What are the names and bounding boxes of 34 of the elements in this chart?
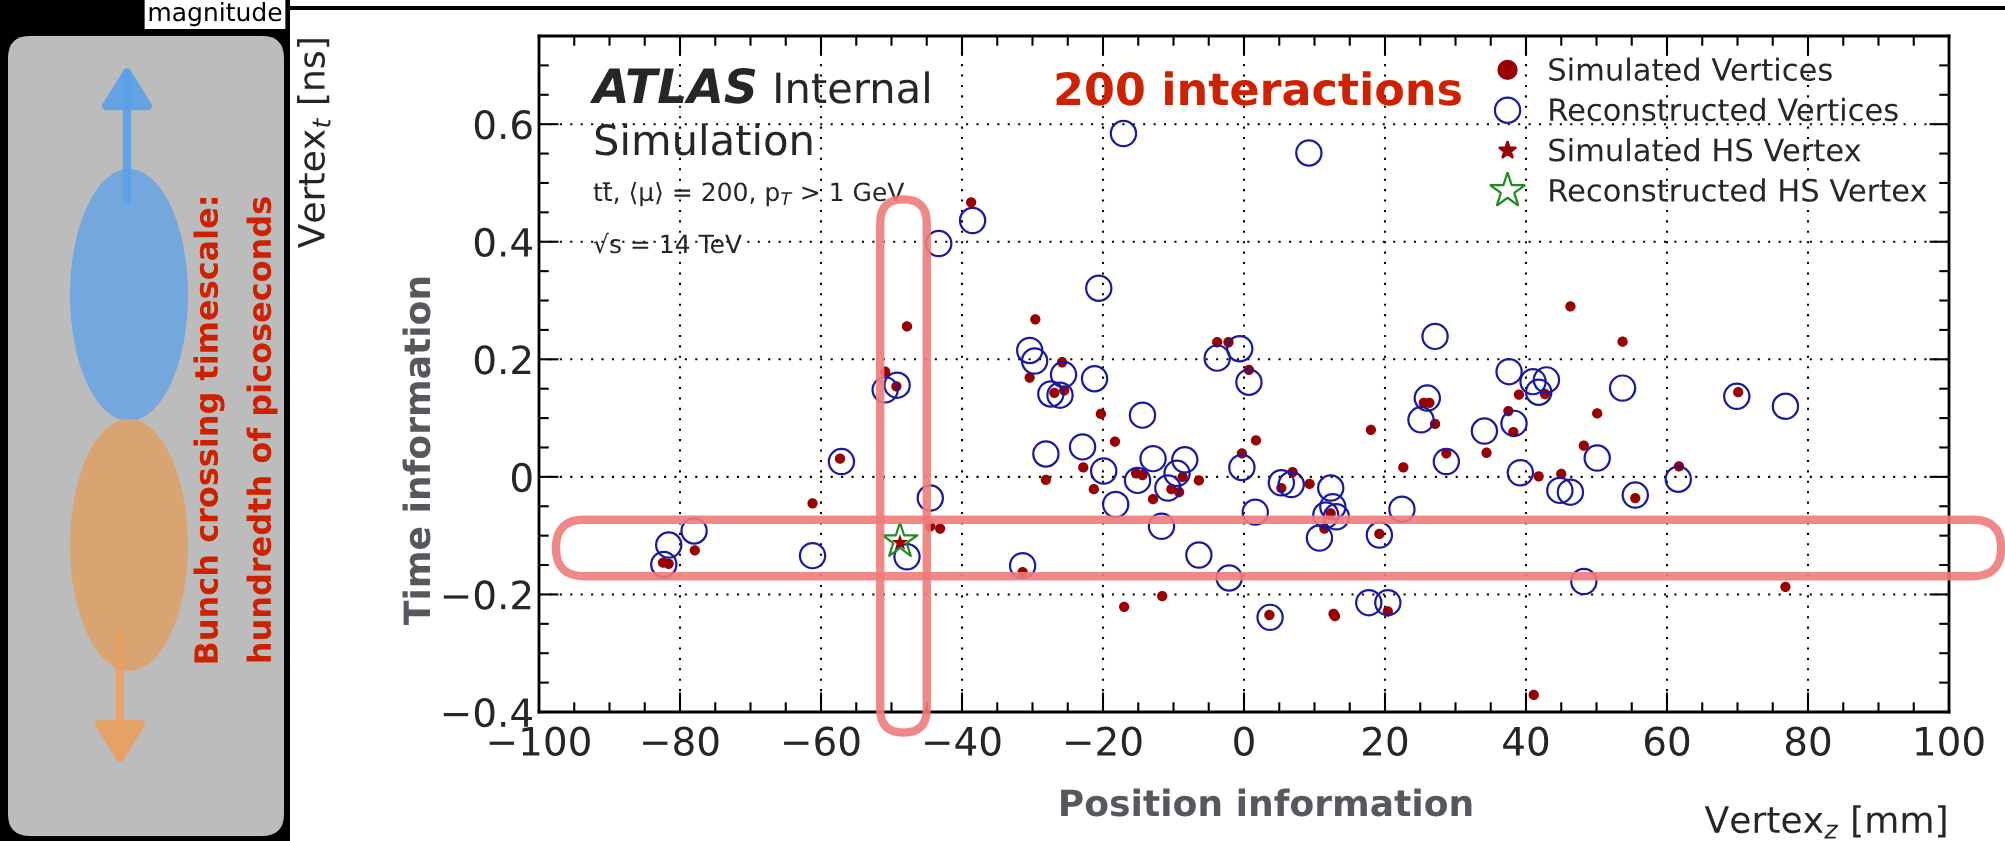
text: magnitude: [149, 2, 282, 27]
x-tick-label: 60: [1644, 726, 1690, 756]
text: Bunch crossing timescale:: [193, 198, 225, 663]
y-axis-title: Vertex$_{t}$ [ns]: [297, 39, 331, 249]
annotation: Internal: [776, 71, 929, 104]
x-tick-label: −100: [489, 726, 590, 756]
x-tick-label: −20: [1066, 726, 1142, 756]
y-tick-label: 0.6: [474, 110, 532, 140]
legend-label: Reconstructed HS Vertex: [1550, 178, 1927, 202]
y-tick-label: 0.4: [474, 227, 532, 258]
annotation: ATLAS: [589, 67, 756, 104]
text: Position information: [1061, 788, 1472, 817]
y-tick-label: −0.4: [443, 697, 532, 728]
annotation: Simulation: [595, 123, 812, 156]
x-tick-label: −80: [643, 726, 719, 756]
y-tick-label: 0: [511, 462, 532, 493]
x-tick-label: 0: [1234, 726, 1254, 756]
text: Time information: [402, 277, 431, 625]
x-axis-title: Vertex$_{z}$ [mm]: [1704, 805, 1946, 839]
legend-label: Simulated HS Vertex: [1549, 137, 1861, 162]
annotation: tt̄, ⟨μ⟩ = 200, p$_{T}$ > 1 GeV: [593, 182, 905, 207]
text: hundredth of picoseconds: [246, 197, 278, 662]
legend-label: Simulated Vertices: [1549, 57, 1832, 82]
x-tick-label: 40: [1503, 726, 1549, 756]
x-tick-label: 80: [1785, 726, 1831, 756]
annotation: √s = 14 TeV: [593, 232, 742, 254]
y-tick-label: 0.2: [474, 345, 531, 375]
annotation: 200 interactions: [1056, 71, 1461, 106]
x-tick-label: 20: [1363, 726, 1408, 756]
x-tick-label: 100: [1916, 726, 1984, 756]
x-tick-label: −40: [925, 726, 1001, 756]
y-tick-label: −0.2: [443, 580, 531, 610]
legend-label: Reconstructed Vertices: [1550, 97, 1898, 122]
x-tick-label: −60: [784, 726, 860, 756]
